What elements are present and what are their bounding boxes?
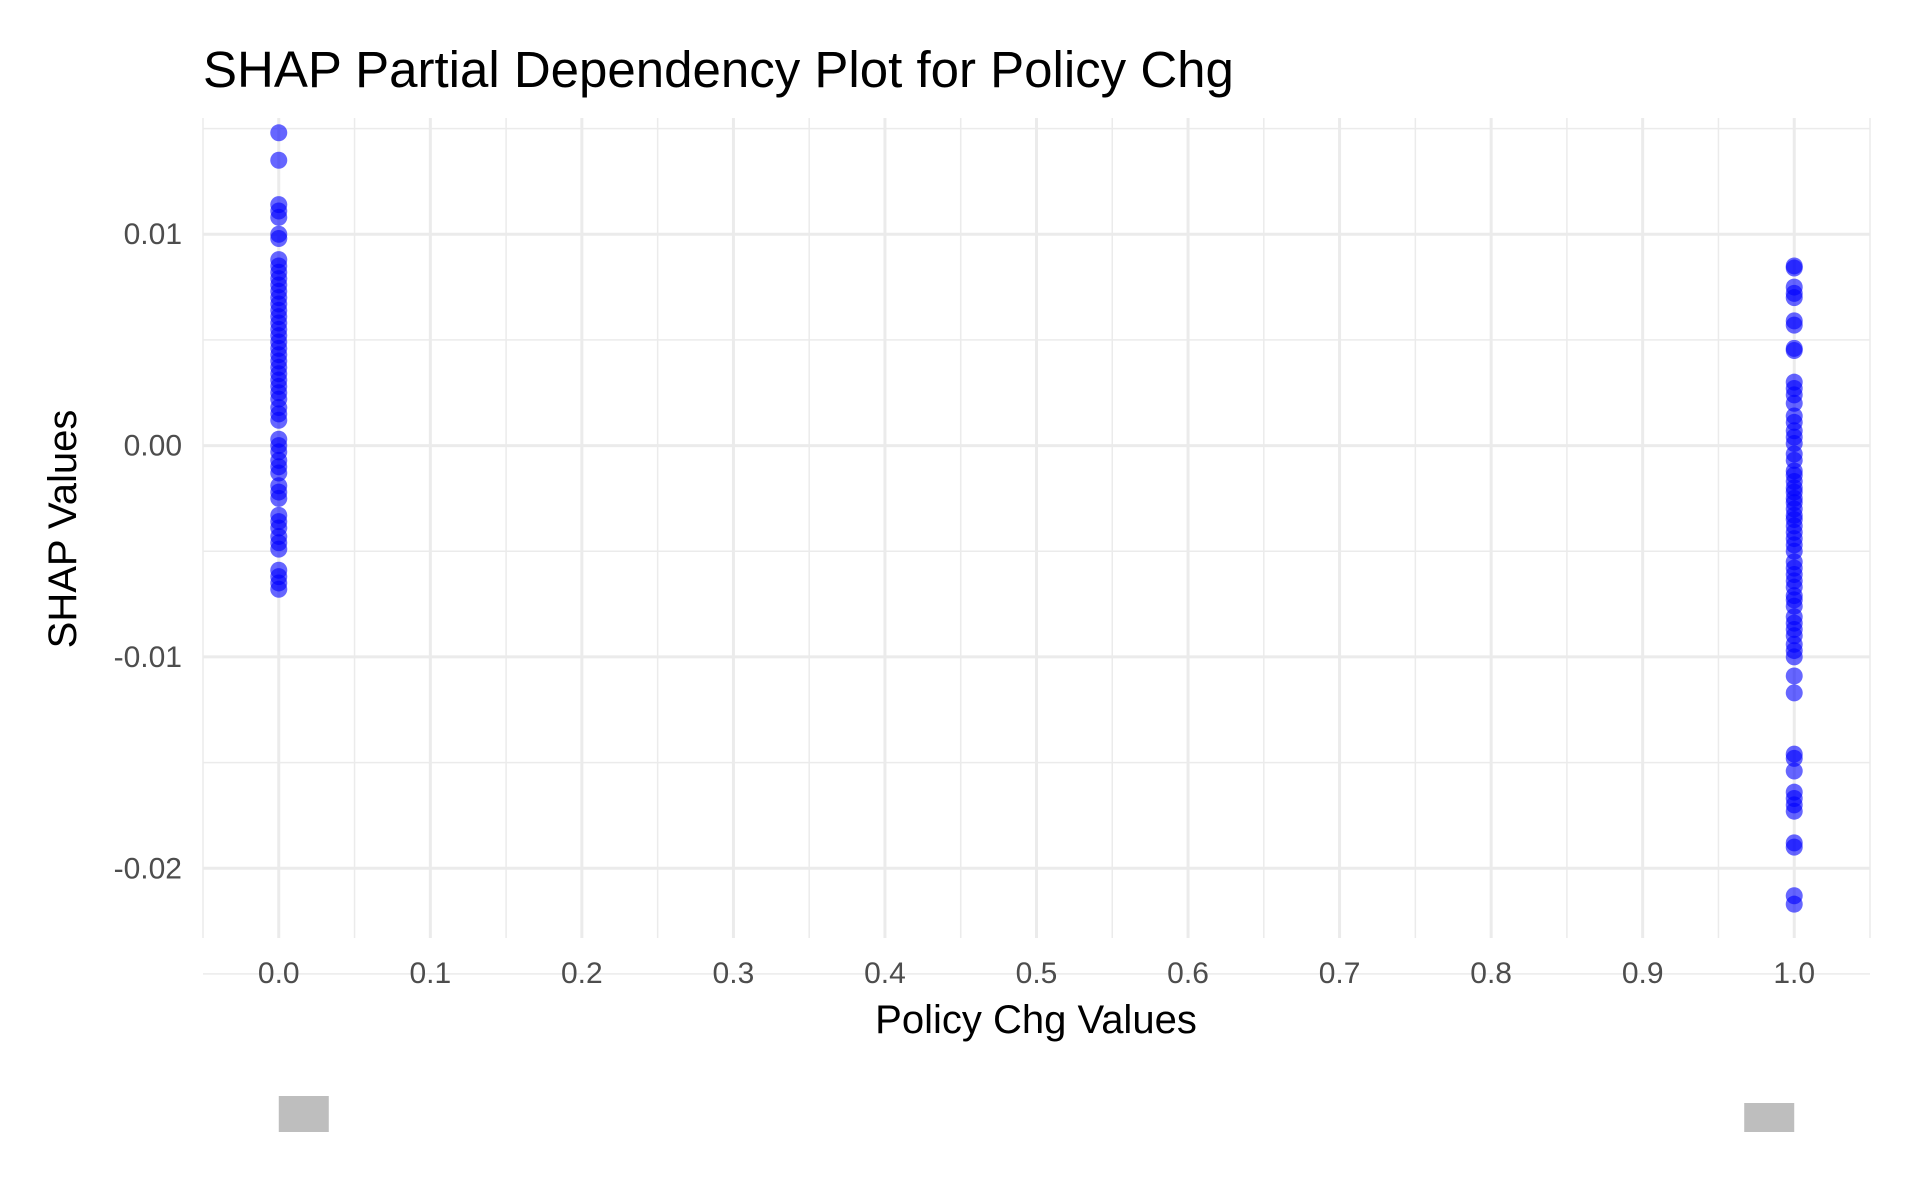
x-tick-label: 0.3 (713, 957, 755, 990)
x-axis-title: Policy Chg Values (875, 998, 1197, 1042)
data-point (270, 208, 288, 226)
data-point (1785, 802, 1803, 820)
data-point (270, 489, 288, 507)
y-tick-label: -0.02 (114, 852, 182, 885)
data-point (1785, 838, 1803, 856)
data-point (1785, 316, 1803, 334)
x-tick-label: 0.6 (1167, 957, 1209, 990)
data-point (270, 464, 288, 482)
x-tick-label: 0.1 (409, 957, 451, 990)
data-point (270, 540, 288, 558)
y-tick-label: 0.00 (124, 430, 182, 463)
x-tick-label: 0.9 (1622, 957, 1664, 990)
x-tick-label: 0.0 (258, 957, 300, 990)
data-point (1785, 762, 1803, 780)
x-tick-label: 0.4 (864, 957, 906, 990)
y-axis-title: SHAP Values (41, 410, 85, 649)
data-point (1785, 341, 1803, 359)
data-point (1785, 667, 1803, 685)
rug-mark (278, 1096, 329, 1132)
y-tick-label: -0.01 (114, 641, 182, 674)
rug-mark (1744, 1103, 1795, 1132)
rug-marks (278, 1096, 1795, 1132)
x-tick-label: 0.8 (1470, 957, 1512, 990)
data-points (270, 124, 1803, 913)
x-tick-label: 0.7 (1319, 957, 1361, 990)
data-point (270, 124, 288, 142)
data-point (1785, 394, 1803, 412)
x-axis-ticks: 0.0 0.1 0.2 0.3 0.4 0.5 0.6 0.7 0.8 0.9 1.0 (258, 957, 1815, 990)
data-point (1785, 895, 1803, 913)
y-tick-label: 0.01 (124, 218, 182, 251)
data-point (1785, 648, 1803, 666)
data-point (270, 580, 288, 598)
data-point (270, 151, 288, 169)
x-tick-label: 0.5 (1016, 957, 1058, 990)
data-point (1785, 684, 1803, 702)
x-tick-label: 0.2 (561, 957, 603, 990)
data-point (1785, 749, 1803, 767)
chart-title: SHAP Partial Dependency Plot for Policy … (203, 41, 1234, 98)
data-point (270, 229, 288, 247)
y-axis-ticks: -0.02 -0.01 0.00 0.01 (114, 218, 182, 885)
data-point (1785, 289, 1803, 307)
data-point (1785, 259, 1803, 277)
x-tick-label: 1.0 (1773, 957, 1815, 990)
data-point (270, 411, 288, 429)
